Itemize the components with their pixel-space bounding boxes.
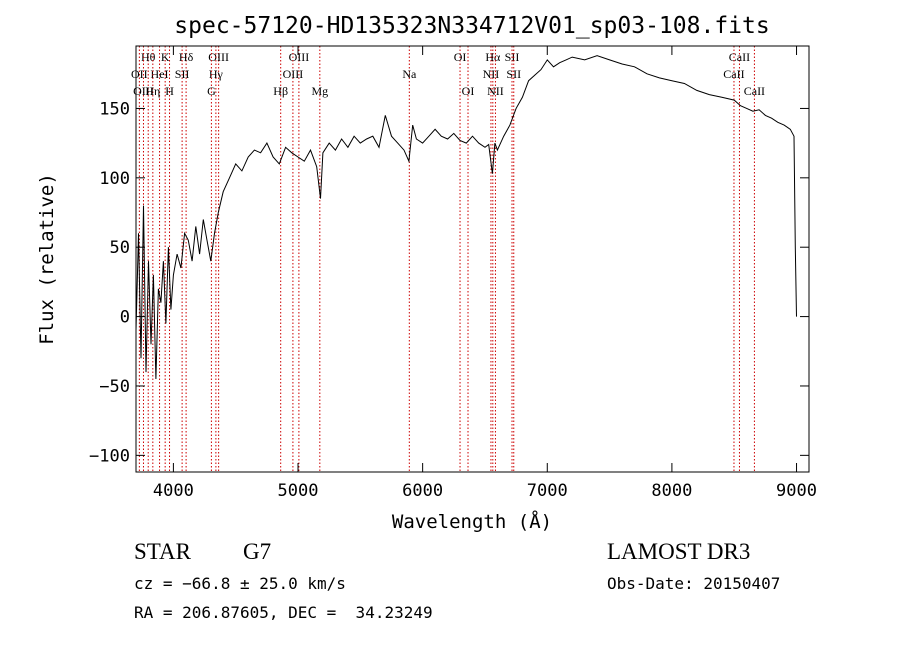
y-tick-label: 0: [120, 308, 130, 328]
x-tick-label: 4000: [153, 481, 194, 501]
spectral-line-label: H: [165, 84, 174, 98]
spectral-line-label: SII: [175, 67, 190, 81]
x-tick-label: 8000: [651, 481, 692, 501]
y-axis-ticks: −100 −50 0 50 100 150: [89, 99, 809, 466]
spectral-line-label: Mg: [311, 84, 328, 98]
spectral-line-label: OIII: [133, 84, 154, 98]
spectral-line-label: Hη: [145, 84, 160, 98]
x-axis-label: Wavelength (Å): [392, 510, 552, 533]
redshift-value: cz = −66.8 ± 25.0 km/s: [134, 574, 346, 593]
y-tick-label: 150: [99, 99, 130, 119]
spectral-line-label: CaII: [729, 50, 750, 64]
spectral-line-label: Na: [402, 67, 417, 81]
spectral-line-label: SII: [505, 50, 520, 64]
spectral-line-label: SII: [506, 67, 521, 81]
spectral-line-label: OI: [454, 50, 467, 64]
spectral-line-label: CaII: [744, 84, 765, 98]
x-tick-label: 6000: [402, 481, 443, 501]
survey-name: LAMOST DR3: [607, 539, 751, 564]
x-tick-label: 9000: [776, 481, 817, 501]
spectral-line-label: OII: [131, 67, 148, 81]
x-tick-label: 5000: [278, 481, 319, 501]
chart-title: spec-57120-HD135323N334712V01_sp03-108.f…: [174, 13, 769, 39]
spectral-line-label: K: [161, 50, 170, 64]
spectral-line-label: CaII: [723, 67, 744, 81]
y-axis-label: Flux (relative): [36, 173, 58, 345]
spectral-line-label: Hγ: [209, 67, 224, 81]
y-tick-label: −100: [89, 446, 130, 466]
spectral-line-label: HeI: [151, 67, 169, 81]
spectral-line-label: Hβ: [273, 84, 288, 98]
object-type: STAR: [134, 539, 191, 564]
y-tick-label: 50: [110, 238, 130, 258]
object-subclass: G7: [243, 539, 272, 564]
spectrum-line: [135, 55, 797, 380]
spectral-line-label: NII: [487, 84, 504, 98]
x-tick-label: 7000: [527, 481, 568, 501]
spectral-line-label: Hδ: [179, 50, 194, 64]
spectral-line-label: OIII: [283, 67, 304, 81]
coordinates: RA = 206.87605, DEC = 34.23249: [134, 603, 433, 622]
spectral-line-label: Hθ: [141, 50, 156, 64]
spectral-line-label: G: [207, 84, 216, 98]
y-tick-label: 100: [99, 169, 130, 189]
spectral-line-label: OIII: [289, 50, 310, 64]
y-tick-label: −50: [99, 377, 130, 397]
x-axis-ticks: 4000 5000 6000 7000 8000 9000: [153, 46, 817, 501]
observation-date: Obs-Date: 20150407: [607, 574, 781, 593]
spectral-line-label: OIII: [208, 50, 229, 64]
spectral-line-label: OI: [462, 84, 475, 98]
plot-frame: [135, 45, 810, 473]
spectral-line-label: NII: [483, 67, 500, 81]
spectral-line-label: Hα: [485, 50, 501, 64]
